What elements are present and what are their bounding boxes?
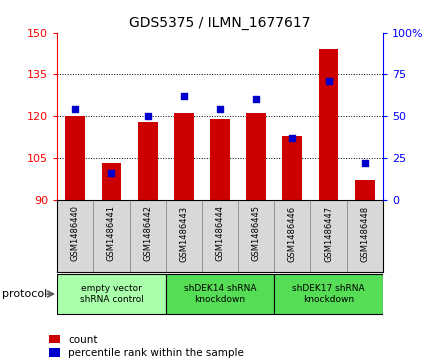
Point [216, 107, 224, 113]
Text: GSM1486443: GSM1486443 [180, 205, 188, 262]
Legend: count, percentile rank within the sample: count, percentile rank within the sample [49, 335, 244, 358]
Bar [166, 274, 274, 314]
Text: shDEK14 shRNA
knockdown: shDEK14 shRNA knockdown [184, 284, 256, 304]
Point [361, 160, 368, 166]
Point [72, 107, 79, 113]
Text: GSM1486448: GSM1486448 [360, 205, 369, 262]
Bar [102, 163, 121, 200]
Bar [57, 274, 166, 314]
Bar [246, 113, 266, 200]
Bar [274, 274, 383, 314]
Text: GSM1486444: GSM1486444 [216, 205, 224, 261]
Title: GDS5375 / ILMN_1677617: GDS5375 / ILMN_1677617 [129, 16, 311, 30]
Bar [319, 49, 338, 200]
Point [144, 113, 151, 119]
Point [253, 97, 260, 102]
Text: shDEK17 shRNA
knockdown: shDEK17 shRNA knockdown [292, 284, 365, 304]
Point [289, 135, 296, 141]
Text: GSM1486446: GSM1486446 [288, 205, 297, 262]
Text: empty vector
shRNA control: empty vector shRNA control [80, 284, 143, 304]
Point [180, 93, 187, 99]
Bar [174, 113, 194, 200]
Text: GSM1486440: GSM1486440 [71, 205, 80, 261]
Text: GSM1486445: GSM1486445 [252, 205, 260, 261]
Bar [66, 116, 85, 200]
Bar [355, 180, 375, 200]
Bar [282, 136, 302, 200]
Text: GSM1486441: GSM1486441 [107, 205, 116, 261]
Text: GSM1486442: GSM1486442 [143, 205, 152, 261]
Text: protocol: protocol [2, 289, 48, 299]
Point [325, 78, 332, 84]
Bar [138, 122, 158, 200]
Text: GSM1486447: GSM1486447 [324, 205, 333, 262]
Bar [210, 119, 230, 200]
Point [108, 170, 115, 176]
